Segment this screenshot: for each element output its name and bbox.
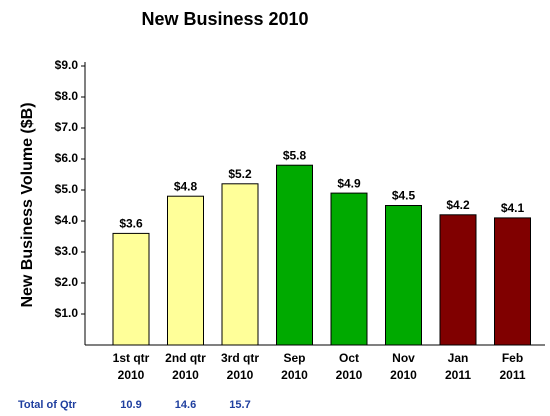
y-axis-label: New Business Volume ($B) xyxy=(19,102,36,307)
value-label: $4.5 xyxy=(392,189,416,203)
y-tick-label: $7.0 xyxy=(55,120,79,134)
value-label: $4.9 xyxy=(337,176,361,190)
x-tick-label: 2010 xyxy=(281,368,308,382)
value-label: $4.1 xyxy=(501,201,525,215)
y-tick-label: $9.0 xyxy=(55,58,79,72)
x-tick-label: 2010 xyxy=(118,368,145,382)
bar xyxy=(439,214,477,346)
y-tick-label: $1.0 xyxy=(55,306,79,320)
bar xyxy=(385,205,422,346)
footer-label: Total of Qtr xyxy=(18,399,77,411)
bar xyxy=(221,183,259,346)
x-tick-label: 2nd qtr xyxy=(165,351,206,365)
footer-value: 15.7 xyxy=(229,399,250,411)
x-tick-label: Oct xyxy=(339,351,359,365)
x-tick-label: 2010 xyxy=(336,368,363,382)
x-tick-label: 3rd qtr xyxy=(221,351,259,365)
y-tick-label: $4.0 xyxy=(55,213,79,227)
x-tick-label: 2011 xyxy=(499,368,525,382)
y-tick-label: $2.0 xyxy=(55,275,79,289)
bar xyxy=(167,195,204,346)
bar xyxy=(330,192,368,346)
x-tick-label: 2010 xyxy=(172,368,199,382)
bar xyxy=(112,232,150,346)
value-label: $5.2 xyxy=(228,167,252,181)
x-tick-label: Jan xyxy=(448,351,469,365)
y-tick-label: $3.0 xyxy=(55,244,79,258)
bar xyxy=(494,217,531,346)
value-label: $4.8 xyxy=(174,179,198,193)
chart-title: New Business 2010 xyxy=(141,9,308,29)
x-tick-label: Sep xyxy=(283,351,305,365)
x-tick-label: 2010 xyxy=(227,368,254,382)
x-tick-label: 2011 xyxy=(445,368,471,382)
bar xyxy=(276,164,313,346)
value-label: $5.8 xyxy=(283,148,307,162)
y-tick-label: $5.0 xyxy=(55,182,79,196)
y-tick-label: $6.0 xyxy=(55,151,79,165)
footer-value: 14.6 xyxy=(175,399,196,411)
x-tick-label: Nov xyxy=(392,351,415,365)
x-tick-label: Feb xyxy=(502,351,523,365)
value-label: $3.6 xyxy=(119,217,143,231)
y-tick-label: $8.0 xyxy=(55,89,79,103)
value-label: $4.2 xyxy=(446,198,470,212)
x-tick-label: 2010 xyxy=(390,368,417,382)
footer-value: 10.9 xyxy=(120,399,141,411)
x-tick-label: 1st qtr xyxy=(113,351,150,365)
